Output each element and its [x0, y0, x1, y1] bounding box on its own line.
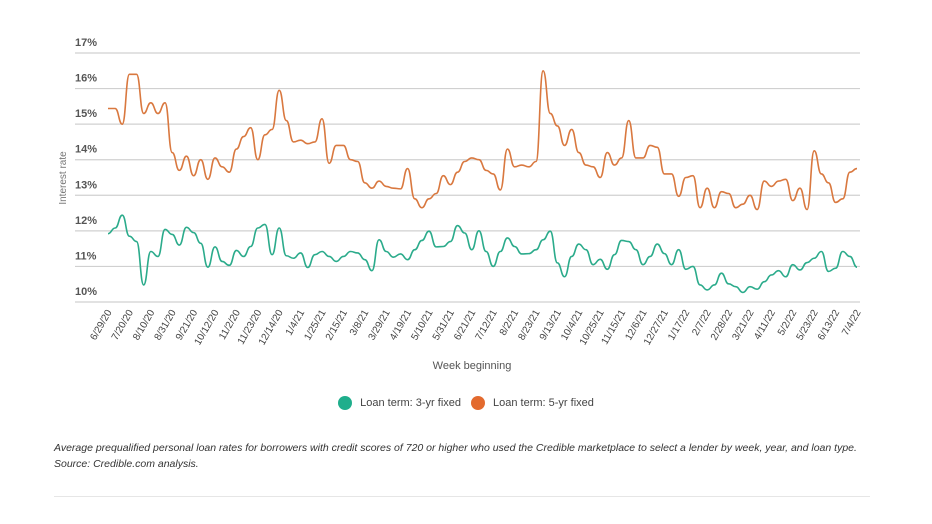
x-tick-label: 4/11/22 — [752, 308, 778, 342]
y-tick-label: 14% — [75, 144, 97, 156]
y-tick-label: 11% — [75, 250, 97, 262]
series-line-5yr — [107, 69, 858, 211]
legend-label-5yr: Loan term: 5-yr fixed — [493, 397, 594, 409]
y-tick-label: 17% — [75, 37, 97, 49]
legend-item-5yr: Loan term: 5-yr fixed — [471, 396, 594, 410]
legend-dot-5yr — [471, 396, 485, 410]
x-axis-label: Week beginning — [433, 360, 512, 372]
y-tick-label: 16% — [75, 73, 97, 85]
legend: Loan term: 3-yr fixed Loan term: 5-yr fi… — [0, 396, 932, 410]
y-tick-label: 13% — [75, 179, 97, 191]
x-tick-label: 6/13/22 — [816, 308, 842, 343]
x-tick-label: 7/4/22 — [840, 308, 864, 338]
y-axis-label: Interest rate — [58, 151, 69, 205]
legend-dot-3yr — [338, 396, 353, 410]
chart-caption: Average prequalified personal loan rates… — [54, 442, 857, 470]
legend-label-3yr: Loan term: 3-yr fixed — [360, 397, 461, 409]
y-tick-label: 10% — [75, 286, 97, 298]
divider — [54, 496, 870, 497]
legend-item-3yr: Loan term: 3-yr fixed — [338, 396, 461, 410]
series-line-3yr — [107, 214, 858, 294]
x-tick-label: 2/15/21 — [324, 308, 350, 343]
x-tick-label: 7/12/21 — [474, 308, 500, 343]
y-tick-label: 12% — [75, 215, 97, 227]
x-tick-label: 1/17/22 — [666, 308, 692, 343]
y-tick-label: 15% — [75, 108, 97, 120]
